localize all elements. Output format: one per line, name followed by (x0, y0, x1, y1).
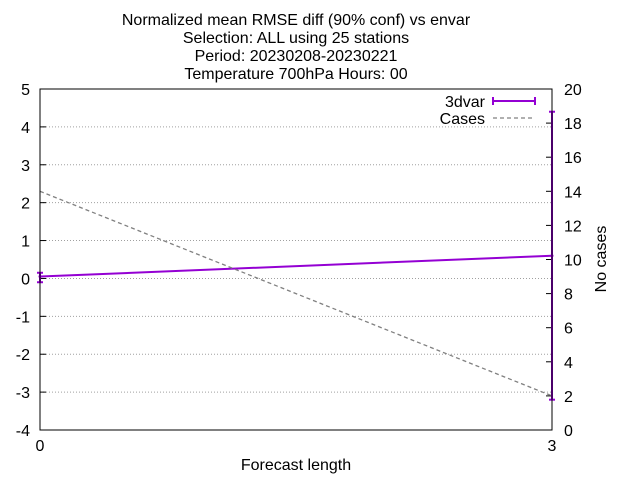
y2-tick-label: 12 (564, 218, 582, 235)
series-line-cases (39, 190, 553, 397)
y-tick-label: -2 (16, 347, 30, 364)
y2-tick-label: 8 (564, 287, 573, 304)
y-tick-label: 4 (21, 120, 30, 137)
series-line-3dvar (39, 254, 553, 278)
y2-tick-label: 20 (564, 82, 582, 99)
y2-tick-label: 4 (564, 355, 573, 372)
y2-tick-label: 6 (564, 321, 573, 338)
y-tick-label: 0 (21, 271, 30, 288)
x-axis-label: Forecast length (240, 457, 352, 474)
y2-tick-label: 10 (564, 253, 582, 270)
series-layer (37, 110, 555, 401)
plot-frame (39, 88, 553, 431)
x-tick-label: 0 (36, 438, 45, 455)
chart-title-line-2: Selection: ALL using 25 stations (182, 30, 410, 47)
y-tick-label: -1 (16, 309, 30, 326)
y-axis-ticks: 5 4 3 2 1 0 -1 -2 -3 -4 (16, 82, 46, 440)
y-tick-label: 5 (21, 82, 30, 99)
y2-tick-label: 14 (564, 184, 582, 201)
grid-lines (40, 126, 552, 393)
y-tick-label: 1 (21, 234, 30, 251)
y-tick-label: 3 (21, 158, 30, 175)
legend-label-3dvar: 3dvar (445, 94, 486, 111)
chart-title-line-3: Period: 20230208-20230221 (194, 48, 398, 65)
y2-tick-label: 18 (564, 116, 582, 133)
chart-title-line-1: Normalized mean RMSE diff (90% conf) vs … (121, 12, 471, 29)
y-tick-label: -3 (16, 385, 30, 402)
y2-tick-label: 2 (564, 389, 573, 406)
y2-tick-label: 0 (564, 423, 573, 440)
y-tick-label: -4 (16, 423, 30, 440)
y-tick-label: 2 (21, 196, 30, 213)
x-tick-label: 3 (548, 438, 557, 455)
y2-axis-label: No cases (593, 225, 610, 293)
y2-tick-label: 16 (564, 150, 582, 167)
chart-title-line-4: Temperature 700hPa Hours: 00 (184, 66, 408, 83)
legend-label-cases: Cases (440, 111, 485, 128)
